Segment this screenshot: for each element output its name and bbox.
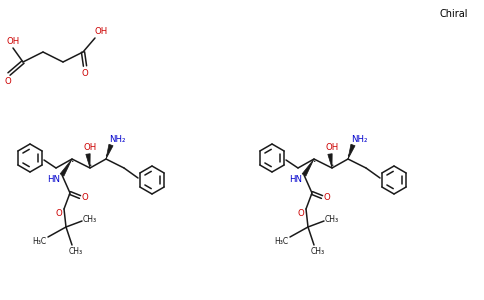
Text: •: • xyxy=(330,163,333,167)
Text: CH₃: CH₃ xyxy=(83,214,97,224)
Text: OH: OH xyxy=(94,28,107,37)
Polygon shape xyxy=(106,144,113,159)
Text: H₃C: H₃C xyxy=(274,236,288,245)
Text: HN: HN xyxy=(47,175,60,184)
Text: CH₃: CH₃ xyxy=(311,248,325,256)
Polygon shape xyxy=(86,154,90,168)
Text: O: O xyxy=(5,76,12,85)
Polygon shape xyxy=(328,154,332,168)
Text: O: O xyxy=(298,208,304,217)
Text: •: • xyxy=(312,160,316,164)
Text: H₃C: H₃C xyxy=(32,236,46,245)
Text: OH: OH xyxy=(83,143,97,152)
Text: •: • xyxy=(70,160,74,164)
Text: Chiral: Chiral xyxy=(440,9,468,19)
Text: NH₂: NH₂ xyxy=(109,134,125,143)
Text: •: • xyxy=(88,163,91,167)
Text: O: O xyxy=(82,193,89,202)
Text: CH₃: CH₃ xyxy=(69,248,83,256)
Text: NH₂: NH₂ xyxy=(351,134,367,143)
Text: O: O xyxy=(82,68,89,77)
Text: O: O xyxy=(324,193,331,202)
Text: HN: HN xyxy=(289,175,302,184)
Polygon shape xyxy=(348,144,355,159)
Text: OH: OH xyxy=(6,38,20,46)
Text: O: O xyxy=(56,208,62,217)
Text: •: • xyxy=(347,154,349,158)
Polygon shape xyxy=(302,159,314,176)
Text: OH: OH xyxy=(325,143,339,152)
Text: CH₃: CH₃ xyxy=(325,214,339,224)
Polygon shape xyxy=(60,159,72,176)
Text: •: • xyxy=(105,154,107,158)
